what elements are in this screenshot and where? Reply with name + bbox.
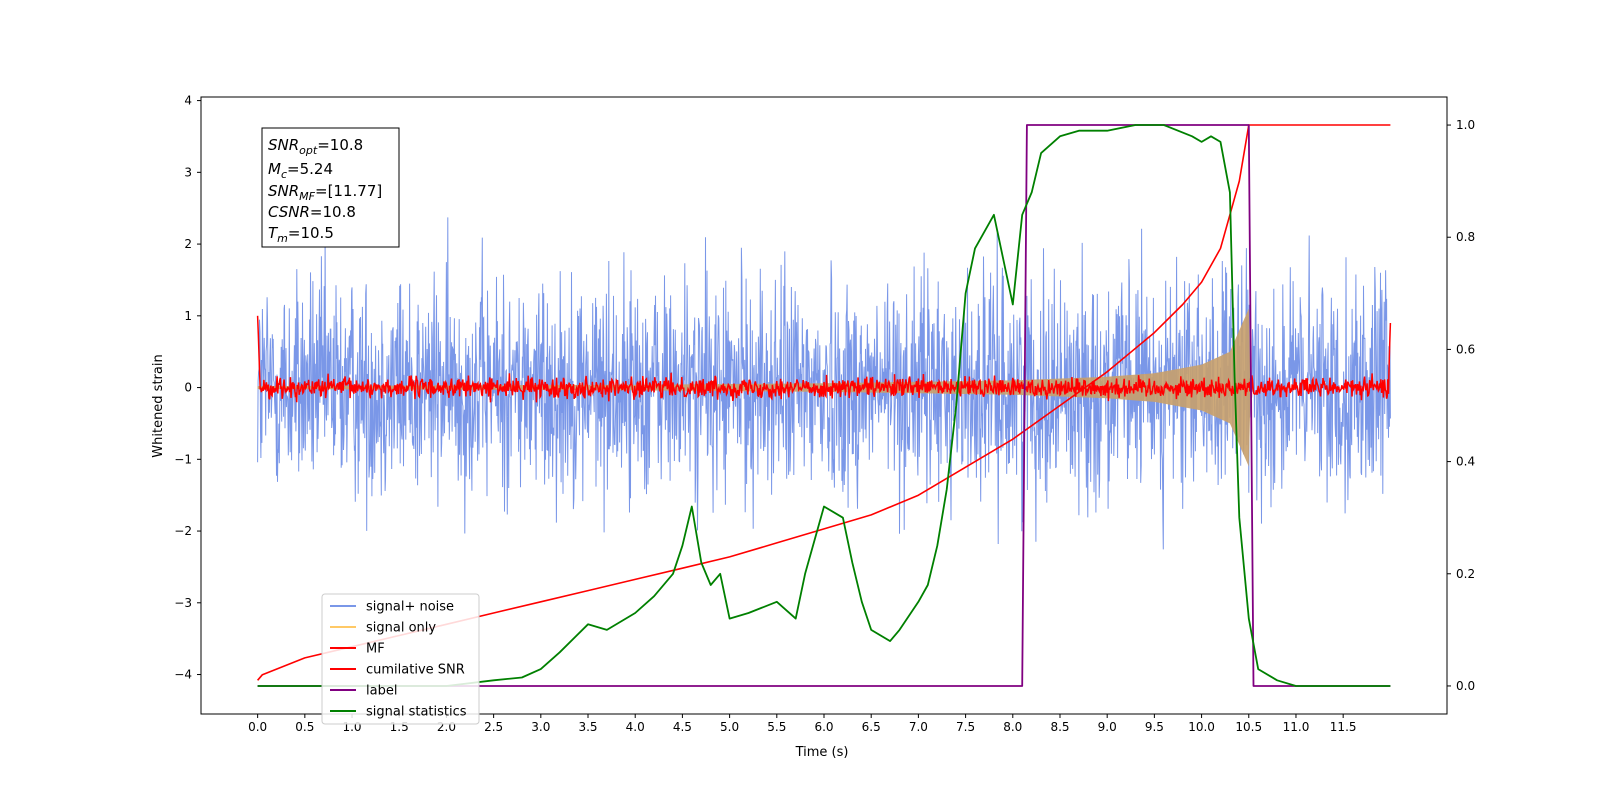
x-tick-label: 6.0 [814,720,833,734]
x-tick-label: 4.0 [626,720,645,734]
x-tick-label: 4.5 [673,720,692,734]
y-tick-label: 4 [184,94,192,108]
annotation-tm: Tm=10.5 [268,224,334,245]
x-tick-label: 9.0 [1098,720,1117,734]
y2-tick-label: 0.4 [1456,455,1475,469]
x-tick-label: 2.5 [484,720,503,734]
annotation-snr-opt: SNRopt=10.8 [268,136,363,157]
y-tick-label: 0 [184,381,192,395]
legend-label: cumilative SNR [366,663,465,678]
legend-label: signal only [366,621,436,636]
legend: signal+ noise signal only MF cumilative SNR… [321,593,480,725]
annotation-mc: Mc=5.24 [268,160,333,181]
x-tick-label: 9.5 [1145,720,1164,734]
x-axis-label: Time (s) [795,745,849,760]
x-tick-label: 6.5 [862,720,881,734]
legend-label: MF [366,642,385,657]
y-tick-label: 2 [184,237,192,251]
series-signal-statistics [257,124,1391,687]
x-tick-label: 3.0 [531,720,550,734]
series-mf [256,315,1392,403]
x-tick-label: 10.0 [1188,720,1215,734]
y-axis-label: Whitened strain [151,354,166,457]
y-tick-label: −4 [174,668,192,682]
y-tick-label: −1 [174,452,192,466]
y-tick-label: 3 [184,165,192,179]
y-tick-label: 1 [184,309,192,323]
legend-label: signal+ noise [366,600,454,615]
y2-tick-label: 0.0 [1456,679,1475,693]
x-tick-label: 0.5 [295,720,314,734]
y2-tick-label: 1.0 [1456,118,1475,132]
x-tick-label: 11.5 [1330,720,1357,734]
legend-label: signal statistics [366,705,467,720]
y2-tick-label: 0.6 [1456,342,1475,356]
y2-tick-label: 0.2 [1456,567,1475,581]
annotation-snr-mf: SNRMF=[11.77] [268,182,382,203]
x-tick-label: 5.5 [767,720,786,734]
x-tick-label: 8.5 [1050,720,1069,734]
x-tick-label: 10.5 [1235,720,1262,734]
x-tick-label: 8.0 [1003,720,1022,734]
x-tick-label: 5.0 [720,720,739,734]
y2-tick-label: 0.8 [1456,230,1475,244]
x-tick-label: 7.5 [956,720,975,734]
x-tick-label: 7.0 [909,720,928,734]
x-tick-label: 11.0 [1283,720,1310,734]
series-signal-noise [257,217,1391,550]
annotation-csnr: CSNR=10.8 [268,203,356,221]
annotation-box: SNRopt=10.8 Mc=5.24 SNRMF=[11.77] CSNR=1… [261,127,400,248]
legend-label: label [366,684,397,699]
y-tick-label: −3 [174,596,192,610]
y-tick-label: −2 [174,524,192,538]
x-tick-label: 3.5 [578,720,597,734]
x-tick-label: 0.0 [248,720,267,734]
